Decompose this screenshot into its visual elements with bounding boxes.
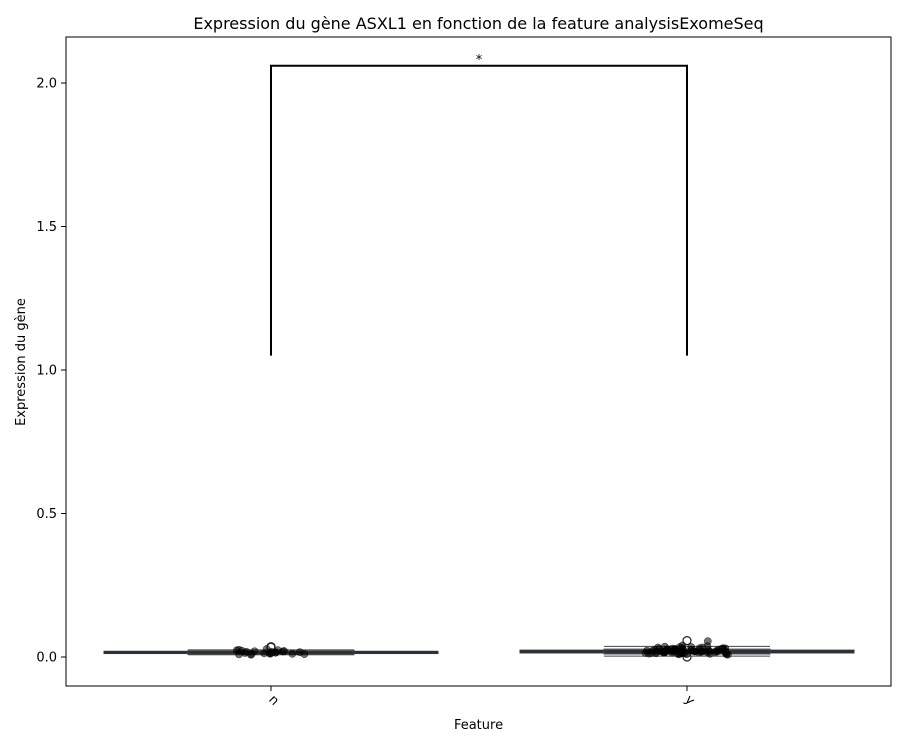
y-tick-label: 1.5 — [36, 220, 57, 235]
plot-area-frame — [65, 36, 892, 687]
x-tick-label: y — [681, 692, 697, 708]
data-point-y — [652, 649, 660, 658]
data-point-n — [232, 646, 241, 655]
y-axis-label: Expression du gène — [14, 298, 29, 426]
data-point-n — [300, 650, 309, 658]
y-axis: 0.0 0.5 1.0 1.5 2.0 — [36, 77, 66, 666]
data-point-y — [721, 647, 730, 655]
box-layer — [103, 636, 855, 662]
significance-label: * — [476, 53, 483, 68]
data-point-y — [703, 637, 712, 646]
outlier-marker — [682, 636, 692, 646]
data-point-n — [280, 647, 288, 655]
significance-bracket — [270, 64, 688, 356]
data-point-n — [242, 647, 251, 656]
y-tick-label: 0.0 — [36, 651, 57, 666]
data-point-y — [703, 648, 711, 656]
x-axis-label: Feature — [454, 718, 503, 733]
y-tick-label: 2.0 — [36, 77, 57, 92]
y-tick-label: 1.0 — [36, 364, 57, 379]
data-point-y — [663, 646, 672, 654]
significance-annotation: * — [270, 53, 688, 356]
data-point-y — [671, 645, 680, 654]
x-tick-label: n — [265, 692, 281, 708]
data-point-y — [690, 647, 699, 656]
data-point-y — [641, 649, 650, 657]
data-point-n — [288, 649, 297, 658]
y-tick-label: 0.5 — [36, 507, 57, 522]
data-point-n — [266, 649, 274, 658]
data-point-y — [713, 647, 722, 656]
chart-title: Expression du gène ASXL1 en fonction de … — [193, 14, 763, 33]
points-layer — [232, 637, 732, 659]
